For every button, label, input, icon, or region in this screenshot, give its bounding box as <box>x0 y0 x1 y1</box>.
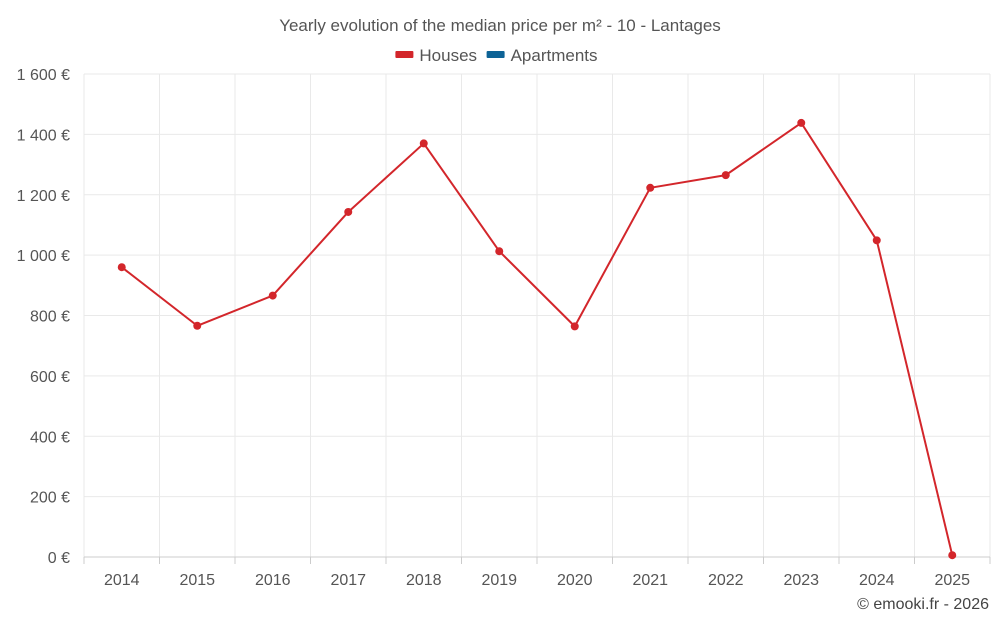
data-point[interactable] <box>193 321 202 330</box>
data-point[interactable] <box>419 139 428 148</box>
x-tick-label: 2020 <box>557 572 593 589</box>
credit: © emooki.fr - 2026 <box>857 596 989 613</box>
legend-swatch <box>395 51 414 58</box>
series-group <box>117 118 957 560</box>
data-point[interactable] <box>344 207 353 216</box>
y-tick-label: 200 € <box>30 490 70 507</box>
x-tick-label: 2017 <box>330 572 366 589</box>
y-tick-label: 800 € <box>30 309 70 326</box>
y-tick-label: 1 200 € <box>17 188 70 205</box>
legend-item[interactable]: Apartments <box>486 46 598 65</box>
data-point[interactable] <box>117 263 126 272</box>
y-tick-label: 1 400 € <box>17 127 70 144</box>
legend-label: Apartments <box>511 46 598 65</box>
series-line <box>121 121 954 556</box>
chart-title: Yearly evolution of the median price per… <box>279 16 721 35</box>
x-tick-label: 2014 <box>104 572 140 589</box>
data-point[interactable] <box>872 236 881 245</box>
data-point[interactable] <box>646 183 655 192</box>
legend-label: Houses <box>419 46 477 65</box>
x-tick-label: 2023 <box>783 572 819 589</box>
data-point[interactable] <box>495 247 504 256</box>
x-tick-label: 2018 <box>406 572 442 589</box>
y-tick-label: 600 € <box>30 369 70 386</box>
x-tick-label: 2021 <box>632 572 668 589</box>
data-point[interactable] <box>948 551 957 560</box>
data-point[interactable] <box>570 322 579 331</box>
x-tick-label: 2024 <box>859 572 895 589</box>
data-point[interactable] <box>721 171 730 180</box>
y-tick-label: 0 € <box>48 550 70 567</box>
x-tick-label: 2022 <box>708 572 744 589</box>
grid <box>83 73 991 557</box>
legend: Houses Apartments <box>395 46 598 65</box>
data-point[interactable] <box>268 291 277 300</box>
x-tick-label: 2025 <box>934 572 970 589</box>
data-point[interactable] <box>797 118 806 127</box>
y-tick-label: 400 € <box>30 429 70 446</box>
x-tick-label: 2016 <box>255 572 291 589</box>
legend-item[interactable]: Houses <box>395 46 477 65</box>
y-tick-label: 1 000 € <box>17 248 70 265</box>
x-axis: 2014 2015 2016 2017 2018 2019 2020 2021 2022 2023… <box>83 556 991 589</box>
legend-swatch <box>486 51 505 58</box>
y-axis: 0 € 200 € 400 € 600 € 800 € 1 000 € 1 200 € 1 4… <box>17 67 70 567</box>
y-tick-label: 1 600 € <box>17 67 70 84</box>
x-tick-label: 2019 <box>481 572 517 589</box>
x-tick-label: 2015 <box>179 572 215 589</box>
